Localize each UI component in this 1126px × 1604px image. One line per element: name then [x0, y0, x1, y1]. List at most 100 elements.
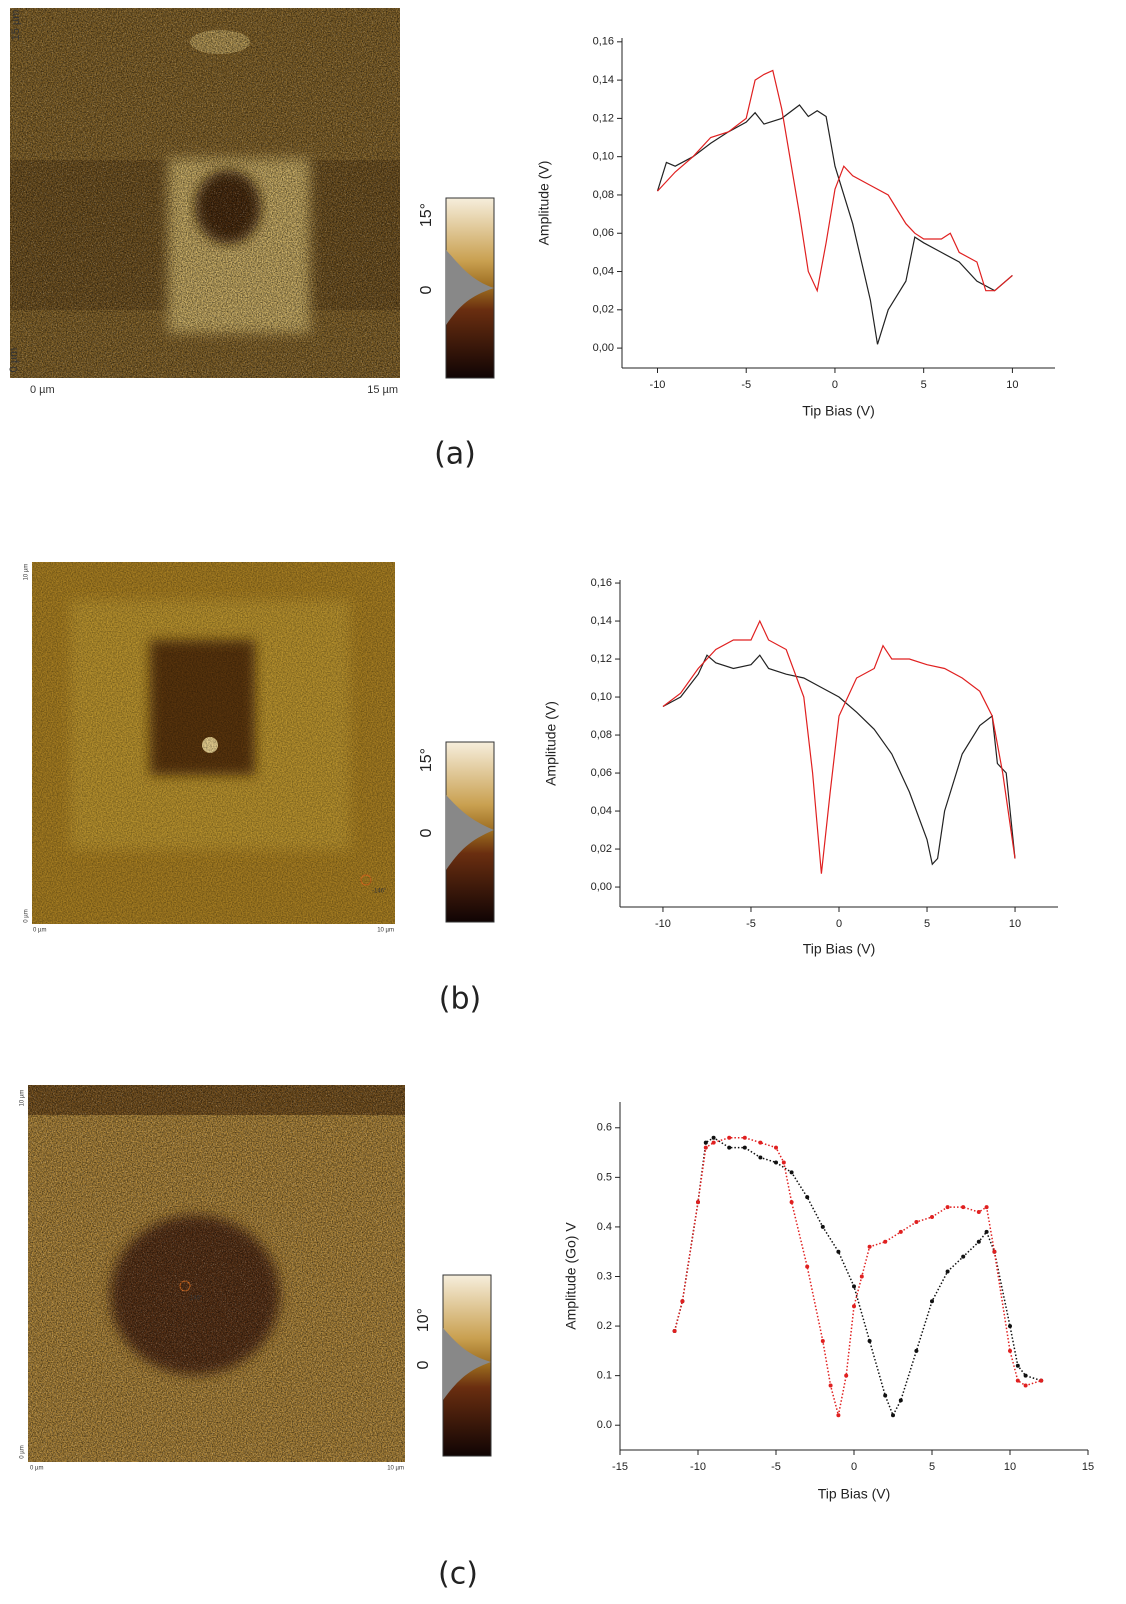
marker-label: -146°: [372, 889, 387, 895]
y-tick-label: 0,16: [593, 36, 614, 48]
data-line: [657, 69, 1013, 293]
x-tick-label: 10: [1006, 379, 1018, 391]
data-point: [945, 1269, 950, 1274]
data-point: [805, 1195, 810, 1200]
x-end-label: 10 µm: [387, 1466, 404, 1472]
data-line: [662, 654, 1016, 866]
data-point: [992, 1249, 997, 1254]
data-point: [1039, 1378, 1044, 1383]
data-point: [945, 1205, 950, 1210]
data-point: [914, 1219, 919, 1224]
x-tick-label: 0: [836, 918, 842, 930]
data-point: [727, 1135, 732, 1140]
data-point: [1008, 1324, 1012, 1329]
data-point: [781, 1160, 786, 1165]
y-tick-label: 0,16: [591, 577, 612, 589]
y-tick-label: 0,02: [593, 304, 614, 316]
scale-max: 15°: [418, 748, 435, 772]
data-point: [984, 1205, 989, 1210]
x-tick-label: 10: [1009, 918, 1021, 930]
y-tick-label: 0.2: [597, 1320, 612, 1332]
y-tick-label: 0.0: [597, 1419, 612, 1431]
x-tick-label: -5: [771, 1461, 781, 1473]
data-point: [742, 1135, 747, 1140]
y-tick-label: 0,04: [591, 805, 612, 817]
data-point: [898, 1229, 903, 1234]
y-tick-label: 0,14: [591, 615, 612, 627]
marker-label: -146°: [188, 1296, 203, 1302]
x-tick-label: 15: [1082, 1461, 1094, 1473]
data-point: [883, 1393, 888, 1398]
y-tick-label: 0,10: [593, 151, 614, 163]
data-point: [1023, 1383, 1028, 1388]
data-point: [828, 1383, 833, 1388]
data-point: [820, 1338, 825, 1343]
y-tick-label: 0,12: [593, 112, 614, 124]
data-point: [914, 1348, 919, 1353]
data-point: [789, 1200, 794, 1205]
x-tick-label: -5: [741, 379, 751, 391]
x-start-label: 0 µm: [30, 1466, 43, 1472]
y-tick-label: 0,00: [591, 881, 612, 893]
x-start-label: 0 µm: [30, 384, 55, 396]
scale-zero: 0: [415, 1360, 432, 1369]
afm-image: [32, 562, 395, 924]
y-bottom-label: 0 µm: [24, 909, 30, 922]
colorbar: [445, 197, 495, 379]
data-point: [859, 1274, 864, 1279]
x-end-label: 15 µm: [367, 384, 398, 396]
y-tick-label: 0,14: [593, 74, 614, 86]
x-tick-label: -10: [655, 918, 671, 930]
data-point: [891, 1413, 895, 1418]
data-point: [852, 1304, 856, 1309]
scale-max: 15°: [418, 203, 435, 227]
data-trace: [673, 1136, 1042, 1418]
x-tick-label: 0: [832, 379, 838, 391]
data-point: [1015, 1378, 1020, 1383]
data-point: [867, 1338, 872, 1343]
x-axis-label: Tip Bias (V): [802, 403, 875, 419]
y-tick-label: 0,02: [591, 843, 612, 855]
scale-zero: 0: [418, 285, 435, 294]
data-point: [1023, 1373, 1028, 1378]
y-tick-label: 0.6: [597, 1122, 612, 1134]
data-point: [961, 1254, 966, 1259]
data-point: [852, 1284, 856, 1289]
colorbar: [445, 741, 495, 923]
x-start-label: 0 µm: [33, 928, 46, 934]
data-point: [789, 1170, 794, 1175]
y-tick-label: 0,06: [591, 767, 612, 779]
data-point: [976, 1239, 981, 1244]
y-bottom-label: 0 µm: [8, 348, 20, 373]
x-axis-label: Tip Bias (V): [803, 941, 876, 957]
data-point: [703, 1140, 708, 1145]
y-tick-label: 0,06: [593, 227, 614, 239]
data-point: [711, 1140, 716, 1145]
data-point: [867, 1244, 872, 1249]
data-point: [758, 1140, 763, 1145]
data-point: [680, 1299, 685, 1304]
y-tick-label: 0.4: [597, 1221, 612, 1233]
data-point: [672, 1329, 677, 1334]
y-tick-label: 0,04: [593, 265, 614, 277]
data-point: [774, 1160, 778, 1165]
x-tick-label: 5: [929, 1461, 935, 1473]
data-point: [774, 1145, 778, 1150]
x-tick-label: 0: [851, 1461, 857, 1473]
y-top-label: 10 µm: [24, 564, 30, 581]
data-point: [805, 1264, 810, 1269]
data-point: [844, 1373, 849, 1378]
caption: (c): [438, 1557, 478, 1592]
x-tick-label: 5: [924, 918, 930, 930]
y-tick-label: 0,08: [593, 189, 614, 201]
x-tick-label: -10: [690, 1461, 706, 1473]
data-point: [696, 1200, 700, 1205]
data-point: [930, 1299, 934, 1304]
y-tick-label: 0.3: [597, 1270, 612, 1282]
data-line: [656, 104, 1013, 345]
colorbar: [442, 1274, 492, 1457]
y-top-label: 15 µm: [10, 10, 22, 41]
y-tick-label: 0,00: [593, 342, 614, 354]
data-point: [1015, 1363, 1020, 1368]
y-top-label: 10 µm: [20, 1090, 26, 1107]
